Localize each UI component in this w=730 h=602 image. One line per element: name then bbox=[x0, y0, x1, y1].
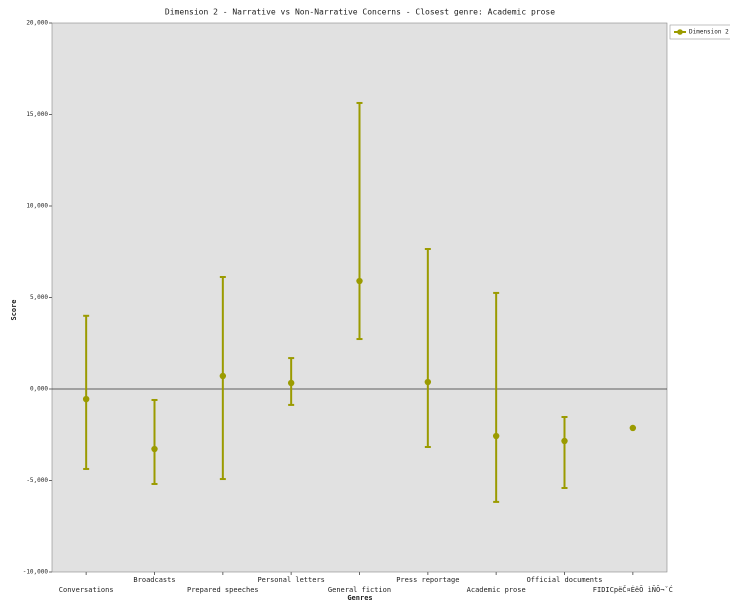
point bbox=[287, 379, 295, 387]
y-tick-label: 0,000 bbox=[30, 386, 48, 393]
x-tick-label: Broadcasts bbox=[133, 576, 175, 584]
x-tick-label: Conversations bbox=[59, 586, 114, 594]
y-tick-label: -5,000 bbox=[26, 477, 48, 484]
point bbox=[424, 378, 432, 386]
y-tick-label: -10,000 bbox=[23, 569, 49, 576]
x-tick-label: Official documents bbox=[527, 576, 603, 584]
point bbox=[629, 424, 637, 432]
point bbox=[219, 372, 227, 380]
x-tick-label: General fiction bbox=[328, 586, 391, 594]
point bbox=[561, 437, 568, 445]
x-tick-label: Personal letters bbox=[257, 576, 324, 584]
x-axis-label: Genres bbox=[347, 594, 372, 602]
legend-label: Dimension 2 bbox=[689, 29, 729, 36]
point bbox=[151, 445, 158, 453]
y-tick-label: 5,000 bbox=[30, 294, 48, 301]
y-axis-label: Score bbox=[10, 299, 18, 320]
point bbox=[356, 277, 363, 285]
point bbox=[492, 432, 500, 440]
y-tick-label: 15,000 bbox=[26, 111, 48, 118]
x-tick-label: Academic prose bbox=[467, 586, 526, 594]
y-tick-label: 20,000 bbox=[26, 20, 48, 27]
point bbox=[82, 395, 90, 403]
legend-marker bbox=[677, 29, 683, 35]
y-tick-label: 10,000 bbox=[26, 203, 48, 210]
legend-box bbox=[669, 24, 730, 40]
x-tick-label: Prepared speeches bbox=[187, 586, 259, 594]
chart-title: Dimension 2 - Narrative vs Non-Narrative… bbox=[165, 8, 555, 17]
x-tick-label: FIDICpëČ¤ĖëŌ ìÑŌ¬ˇĆ bbox=[593, 585, 673, 594]
x-tick-label: Press reportage bbox=[396, 576, 459, 584]
